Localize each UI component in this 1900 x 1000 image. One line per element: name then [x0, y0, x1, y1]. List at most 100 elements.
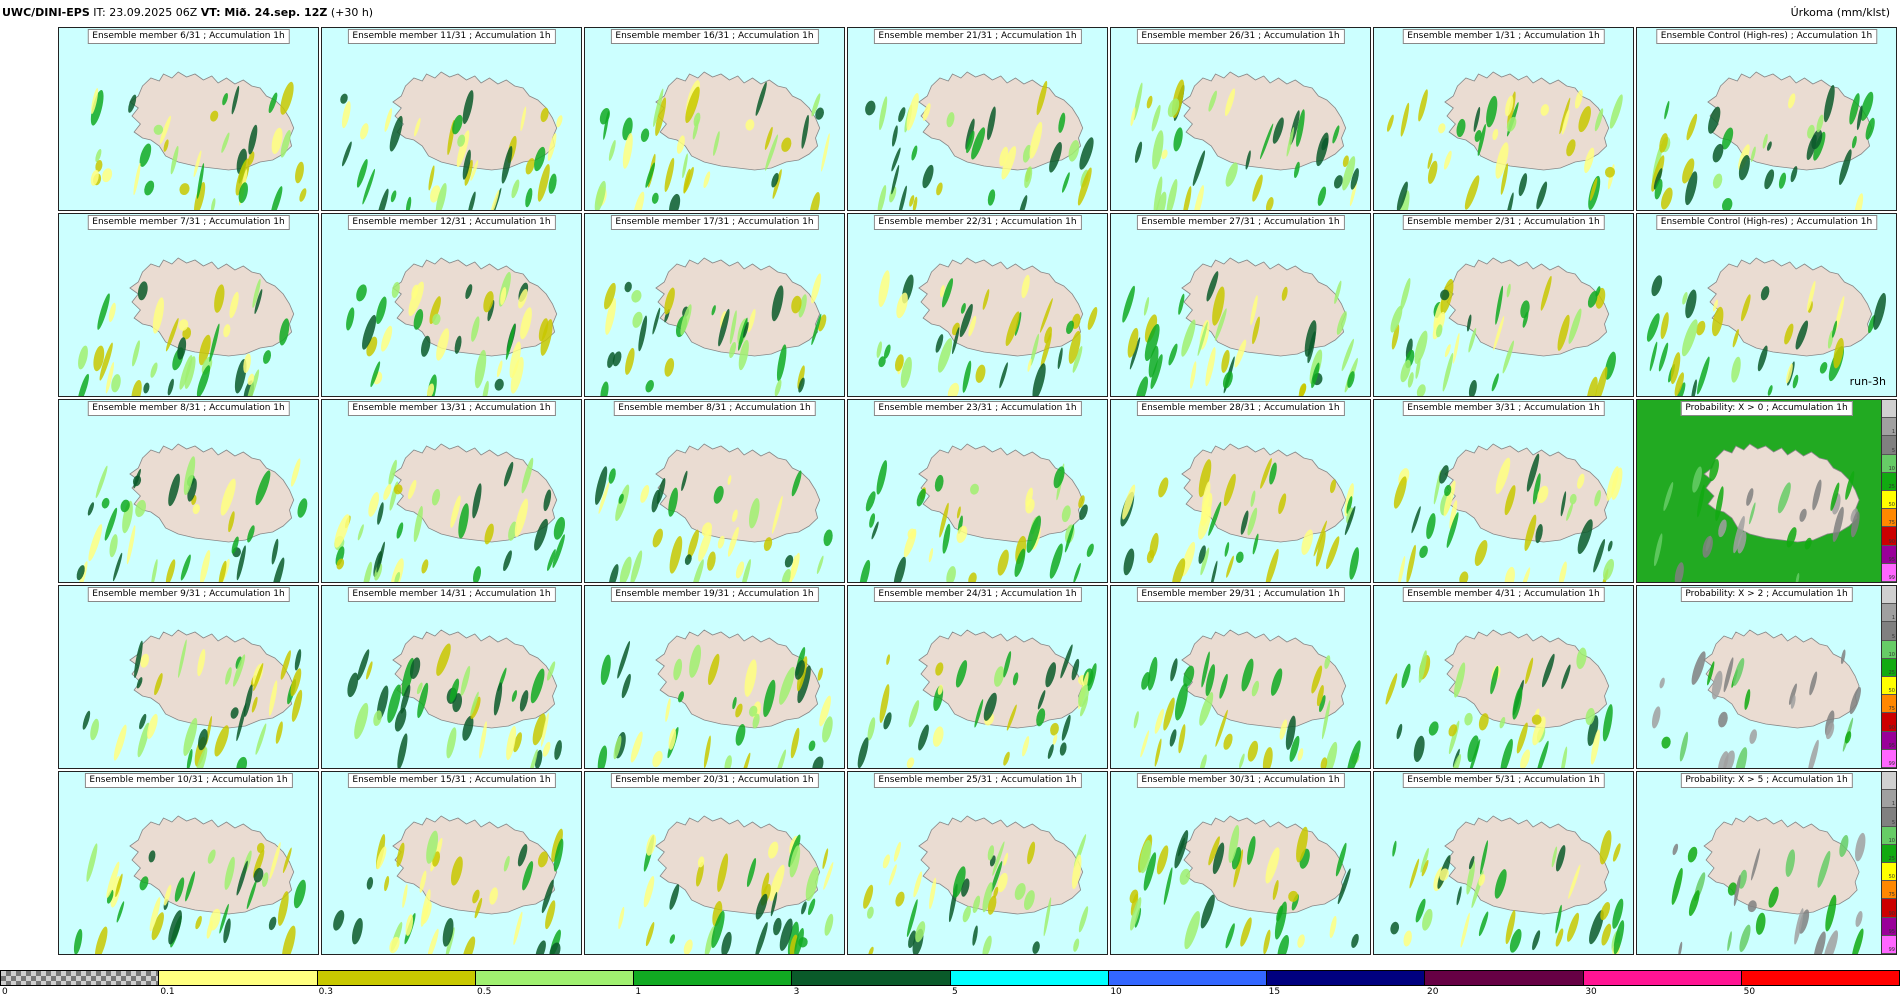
precip-cell — [1250, 295, 1258, 326]
ensemble-member-panel: Ensemble member 17/31 ; Accumulation 1h — [584, 213, 845, 397]
precip-cell — [1167, 98, 1180, 118]
precip-cell — [1718, 711, 1728, 728]
precip-cell — [1740, 294, 1751, 322]
precipitation-streaks — [340, 90, 563, 210]
precip-cell — [472, 889, 480, 904]
precip-cell — [140, 653, 150, 668]
precip-cell — [655, 97, 667, 137]
precip-cell — [340, 93, 348, 104]
precipitation-streaks — [334, 457, 566, 582]
precip-cell — [824, 913, 834, 936]
precipitation-map — [1637, 400, 1884, 582]
precip-cell — [1279, 719, 1288, 740]
model-name: UWC/DINI-EPS — [2, 6, 90, 19]
probability-swatch: 10 — [1882, 826, 1896, 845]
precip-cell — [1658, 342, 1669, 372]
precip-cell — [711, 305, 716, 316]
precip-cell — [445, 927, 455, 954]
precip-cell — [1039, 298, 1053, 333]
probability-swatch: 1 — [1882, 790, 1896, 809]
precip-cell — [798, 294, 807, 318]
precip-cell — [1750, 848, 1761, 881]
probability-panel: Probability: X > 2 ; Accumulation 1h 1 5 10… — [1636, 585, 1897, 769]
precip-cell — [1795, 573, 1800, 582]
precip-cell — [1208, 836, 1220, 866]
precip-cell — [543, 489, 552, 512]
precip-cell — [236, 756, 248, 768]
colorbar-tick-label: 5 — [952, 987, 958, 997]
precip-cell — [1335, 842, 1347, 877]
precip-cell — [1443, 150, 1452, 170]
precip-cell — [1831, 320, 1838, 338]
precip-cell — [713, 131, 720, 156]
panel-title: Ensemble member 16/31 ; Accumulation 1h — [610, 29, 819, 44]
precip-cell — [1681, 319, 1698, 357]
precipitation-map — [1111, 28, 1370, 210]
precip-cell — [1072, 345, 1083, 373]
precip-cell — [1747, 900, 1757, 913]
precip-cell — [681, 470, 688, 492]
precip-cell — [630, 550, 643, 582]
precip-cell — [703, 735, 711, 768]
precip-cell — [1146, 95, 1153, 109]
precip-cell — [1733, 515, 1745, 554]
precip-cell — [254, 288, 263, 315]
precipitation-streaks — [863, 834, 1089, 954]
precip-cell — [1537, 485, 1549, 504]
precip-cell — [165, 317, 179, 352]
precip-cell — [271, 127, 283, 155]
probability-level-label: 75 — [1888, 520, 1895, 527]
precip-cell — [1003, 852, 1009, 866]
precip-cell — [1178, 724, 1186, 754]
precip-cell — [669, 934, 676, 944]
precip-cell — [1030, 333, 1040, 367]
precip-cell — [1276, 905, 1284, 922]
precip-cell — [206, 920, 213, 939]
precip-cell — [295, 161, 304, 184]
precip-cell — [95, 148, 102, 163]
precip-cell — [1526, 453, 1540, 492]
precip-cell — [282, 847, 292, 874]
header-info: UWC/DINI-EPS IT: 23.09.2025 06Z VT: Mið.… — [2, 6, 373, 19]
precip-cell — [691, 559, 704, 582]
precip-cell — [1060, 644, 1073, 679]
precip-cell — [869, 513, 876, 528]
precip-cell — [811, 93, 821, 117]
colorbar-segment — [1741, 971, 1899, 985]
precip-cell — [1415, 898, 1426, 923]
colorbar-segment — [159, 971, 318, 985]
probability-swatch: 50 — [1882, 491, 1896, 510]
precip-cell — [1733, 657, 1745, 686]
precip-cell — [1272, 880, 1279, 900]
precip-cell — [528, 749, 538, 768]
precip-cell — [185, 871, 196, 902]
precip-cell — [1045, 662, 1057, 688]
precip-cell — [1235, 551, 1244, 563]
ensemble-member-panel: Ensemble member 24/31 ; Accumulation 1h — [847, 585, 1108, 769]
precip-cell — [255, 723, 267, 755]
precip-cell — [1183, 665, 1195, 687]
precip-cell — [797, 665, 811, 704]
precip-cell — [139, 876, 149, 891]
precip-cell — [1426, 513, 1436, 540]
precip-cell — [1297, 748, 1304, 761]
precip-cell — [895, 891, 905, 907]
precip-cell — [748, 498, 760, 529]
precip-cell — [1749, 729, 1758, 744]
precip-cell — [1427, 160, 1438, 184]
precip-cell — [1407, 372, 1414, 388]
precip-cell — [1021, 274, 1030, 299]
precip-cell — [159, 115, 171, 145]
precip-cell — [1351, 933, 1359, 948]
precip-cell — [102, 168, 113, 183]
precip-cell — [640, 484, 650, 503]
precip-cell — [1733, 874, 1741, 907]
precip-cell — [126, 525, 136, 565]
precip-cell — [1722, 198, 1733, 210]
precip-cell — [243, 353, 251, 373]
precip-cell — [643, 876, 655, 908]
precip-cell — [247, 525, 255, 543]
ensemble-member-panel: Ensemble member 15/31 ; Accumulation 1h — [321, 771, 582, 955]
precipitation-streaks — [594, 80, 830, 210]
precip-cell — [246, 880, 257, 910]
